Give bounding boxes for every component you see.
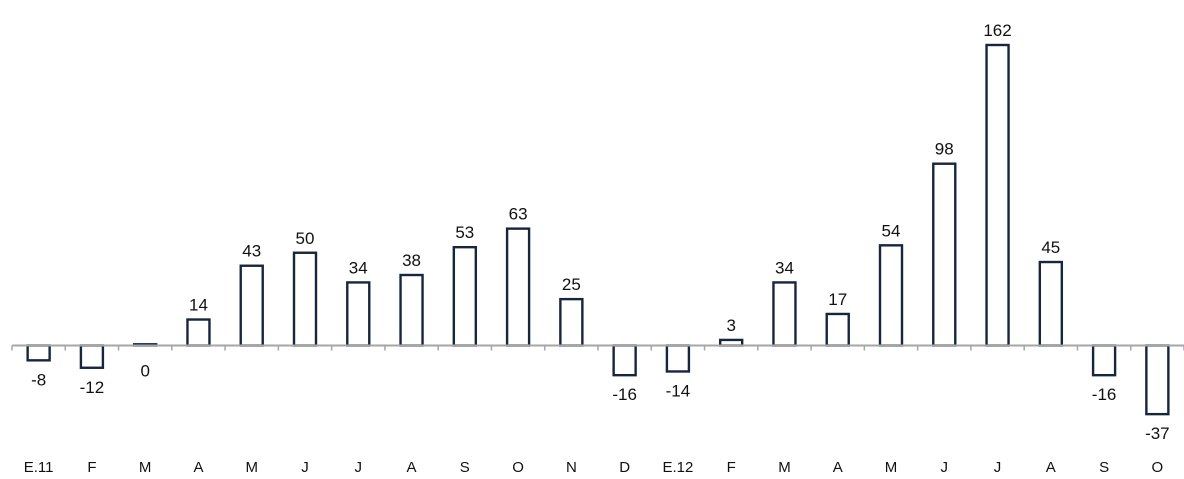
data-label: 50 (296, 229, 315, 248)
category-labels: E.11 F M A M J J A S O N D E.12 F M A M J J A S O (24, 459, 1163, 476)
x-tick-label: A (193, 459, 203, 476)
x-tick-label: F (727, 459, 736, 476)
bar (505, 227, 531, 347)
data-label: -16 (1092, 385, 1117, 404)
x-tick-label: A (1046, 459, 1056, 476)
x-tick-label: J (994, 459, 1002, 476)
data-label: 45 (1041, 238, 1060, 257)
x-tick-label: J (301, 459, 309, 476)
bar (239, 264, 264, 347)
x-tick-label: M (245, 459, 258, 476)
x-tick-label: O (512, 459, 524, 476)
x-tick-label: S (1099, 459, 1109, 476)
data-label: 25 (562, 275, 581, 294)
data-label: 14 (189, 296, 208, 315)
x-tick-label: M (885, 459, 898, 476)
x-tick-label: S (460, 459, 470, 476)
x-tick-label: A (833, 459, 843, 476)
data-label: 0 (140, 362, 149, 381)
x-tick-label: F (87, 459, 96, 476)
data-label: 54 (882, 221, 901, 240)
bar (985, 43, 1010, 347)
bar (878, 244, 904, 347)
data-label: 53 (455, 223, 474, 242)
data-label: 34 (775, 258, 794, 277)
data-label: 63 (509, 205, 528, 224)
x-tick-label: D (619, 459, 630, 476)
x-tick-label: E.12 (662, 459, 693, 476)
x-tick-label: J (941, 459, 949, 476)
data-label: -12 (80, 378, 105, 397)
bar (1038, 260, 1064, 347)
bar (452, 245, 478, 347)
data-label: 34 (349, 258, 368, 277)
bar (612, 344, 637, 377)
bar (1145, 344, 1170, 416)
data-label: 43 (242, 242, 261, 261)
bar (772, 281, 797, 347)
x-tick-label: O (1152, 459, 1164, 476)
x-tick-label: A (407, 459, 417, 476)
bar (665, 344, 691, 373)
x-tick-label: E.11 (24, 459, 54, 476)
bar (292, 251, 318, 347)
x-tick-label: N (566, 459, 577, 476)
data-label: 17 (828, 290, 847, 309)
data-label: 98 (935, 140, 954, 159)
data-label: 38 (402, 251, 421, 270)
bars (26, 43, 1170, 416)
x-tick-label: M (139, 459, 152, 476)
bar (186, 318, 211, 347)
bar (79, 344, 105, 369)
bar (399, 273, 424, 347)
data-label: -37 (1145, 424, 1170, 443)
data-label: 3 (726, 316, 735, 335)
bar (26, 344, 51, 362)
bar (932, 162, 957, 347)
bar (1091, 344, 1117, 377)
bar (559, 297, 584, 347)
data-label: -8 (31, 370, 46, 389)
bar (825, 312, 850, 347)
data-label: -16 (612, 385, 637, 404)
x-tick-label: M (778, 459, 791, 476)
data-label: -14 (666, 381, 691, 400)
bar (346, 281, 371, 347)
data-label: 162 (983, 21, 1011, 40)
x-tick-label: J (355, 459, 363, 476)
value-labels: -8 -12 0 14 43 50 34 38 53 63 25 -16 -14 3 34 17 54 98 162… (31, 21, 1170, 443)
